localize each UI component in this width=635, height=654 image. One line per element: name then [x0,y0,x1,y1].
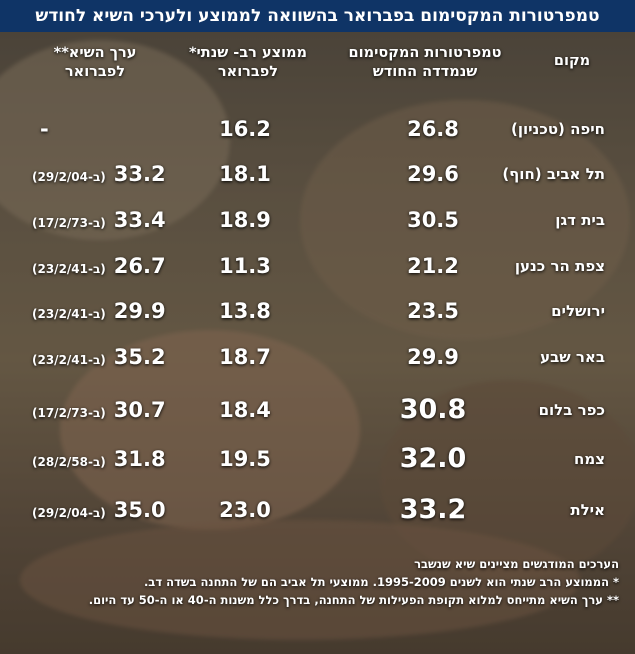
record-date: (ב-23/2/41) [32,262,106,276]
cell-place: כפר בלום [538,401,605,419]
cell-record: (ב-23/2/41) 26.7 [32,246,182,286]
record-date: (ב-28/2/58) [32,455,106,469]
background-photo-shape [0,40,230,240]
record-date: (ב-17/2/73) [32,216,106,230]
record-date: (ב-29/2/04) [32,170,106,184]
cell-record: (ב-29/2/04) 33.2 [32,154,182,194]
header-max: טמפרטורות המקסימום שנמדדה החודש [348,45,502,80]
cell-max: 30.8 [399,394,467,425]
header-record: ערך השיא** לפברואר [53,45,137,80]
cell-place: תל אביב (חוף) [502,165,605,183]
cell-avg: 18.4 [219,398,271,422]
header-avg: ממוצע רב- שנתי* לפברואר [188,45,308,80]
cell-record: (ב-29/2/04) 35.0 [32,490,182,530]
cell-record: (ב-17/2/73) 33.4 [32,200,182,240]
table-row: בית דגן 30.5 18.9 (ב-17/2/73) 33.4 [0,200,635,240]
cell-place: חיפה (טכניון) [510,120,605,138]
cell-max: 30.5 [407,208,459,232]
background-photo-shape [60,330,360,530]
record-date: (ב-23/2/41) [32,353,106,367]
header-place: מקום [553,53,591,69]
record-value: 35.2 [113,345,166,369]
record-value: 33.2 [113,162,166,186]
cell-avg: 16.2 [219,117,271,141]
cell-max: 33.2 [399,494,467,525]
table-row: חיפה (טכניון) 26.8 16.2 - [0,109,635,149]
footnote-bold: הערכים המודגשים מציינים שיא שנשבר [414,557,619,571]
table-row: באר שבע 29.9 18.7 (ב-23/2/41) 35.2 [0,337,635,377]
record-date: (ב-29/2/04) [32,506,106,520]
table-row: צפת הר כנען 21.2 11.3 (ב-23/2/41) 26.7 [0,246,635,286]
cell-avg: 11.3 [219,254,271,278]
record-value: 29.9 [113,299,166,323]
cell-record: (ב-23/2/41) 35.2 [32,337,182,377]
table-row: כפר בלום 30.8 18.4 (ב-17/2/73) 30.7 [0,390,635,430]
table-row: צמח 32.0 19.5 (ב-28/2/58) 31.8 [0,439,635,479]
cell-record: - [32,109,182,149]
record-date: (ב-23/2/41) [32,307,106,321]
cell-max: 21.2 [407,254,459,278]
background-photo-shape [20,520,580,640]
cell-max: 32.0 [399,443,467,474]
cell-avg: 18.1 [219,162,271,186]
cell-record: (ב-28/2/58) 31.8 [32,439,182,479]
record-value: - [40,117,49,141]
record-value: 26.7 [113,254,166,278]
cell-place: באר שבע [540,348,605,366]
table-header: מקום טמפרטורות המקסימום שנמדדה החודש ממו… [0,44,635,94]
cell-max: 29.9 [407,345,459,369]
background-photo-shape [300,100,630,340]
cell-avg: 18.7 [219,345,271,369]
cell-avg: 19.5 [219,447,271,471]
cell-place: צמח [574,450,605,468]
footnote-avg: * הממוצע הרב שנתי הוא לשנים 1995-2009. מ… [143,575,619,589]
cell-max: 29.6 [407,162,459,186]
table-row: ירושלים 23.5 13.8 (ב-23/2/41) 29.9 [0,291,635,331]
footnotes: הערכים המודגשים מציינים שיא שנשבר * הממו… [19,555,619,609]
record-value: 31.8 [113,447,166,471]
cell-avg: 13.8 [219,299,271,323]
cell-record: (ב-23/2/41) 29.9 [32,291,182,331]
cell-avg: 18.9 [219,208,271,232]
table-row: תל אביב (חוף) 29.6 18.1 (ב-29/2/04) 33.2 [0,154,635,194]
footnote-record: ** ערך השיא מתייחס למלוא תקופת הפעילות ש… [88,593,619,607]
record-value: 30.7 [113,398,166,422]
cell-place: ירושלים [551,302,605,320]
cell-max: 26.8 [407,117,459,141]
cell-place: בית דגן [555,211,605,229]
cell-max: 23.5 [407,299,459,323]
cell-place: צפת הר כנען [514,257,605,275]
record-value: 33.4 [113,208,166,232]
cell-place: אילת [570,501,605,519]
cell-record: (ב-17/2/73) 30.7 [32,390,182,430]
page-title: טמפרטורות המקסימום בפברואר בהשוואה לממוצ… [0,0,635,32]
record-date: (ב-17/2/73) [32,406,106,420]
record-value: 35.0 [113,498,166,522]
cell-avg: 23.0 [219,498,271,522]
table-row: אילת 33.2 23.0 (ב-29/2/04) 35.0 [0,490,635,530]
